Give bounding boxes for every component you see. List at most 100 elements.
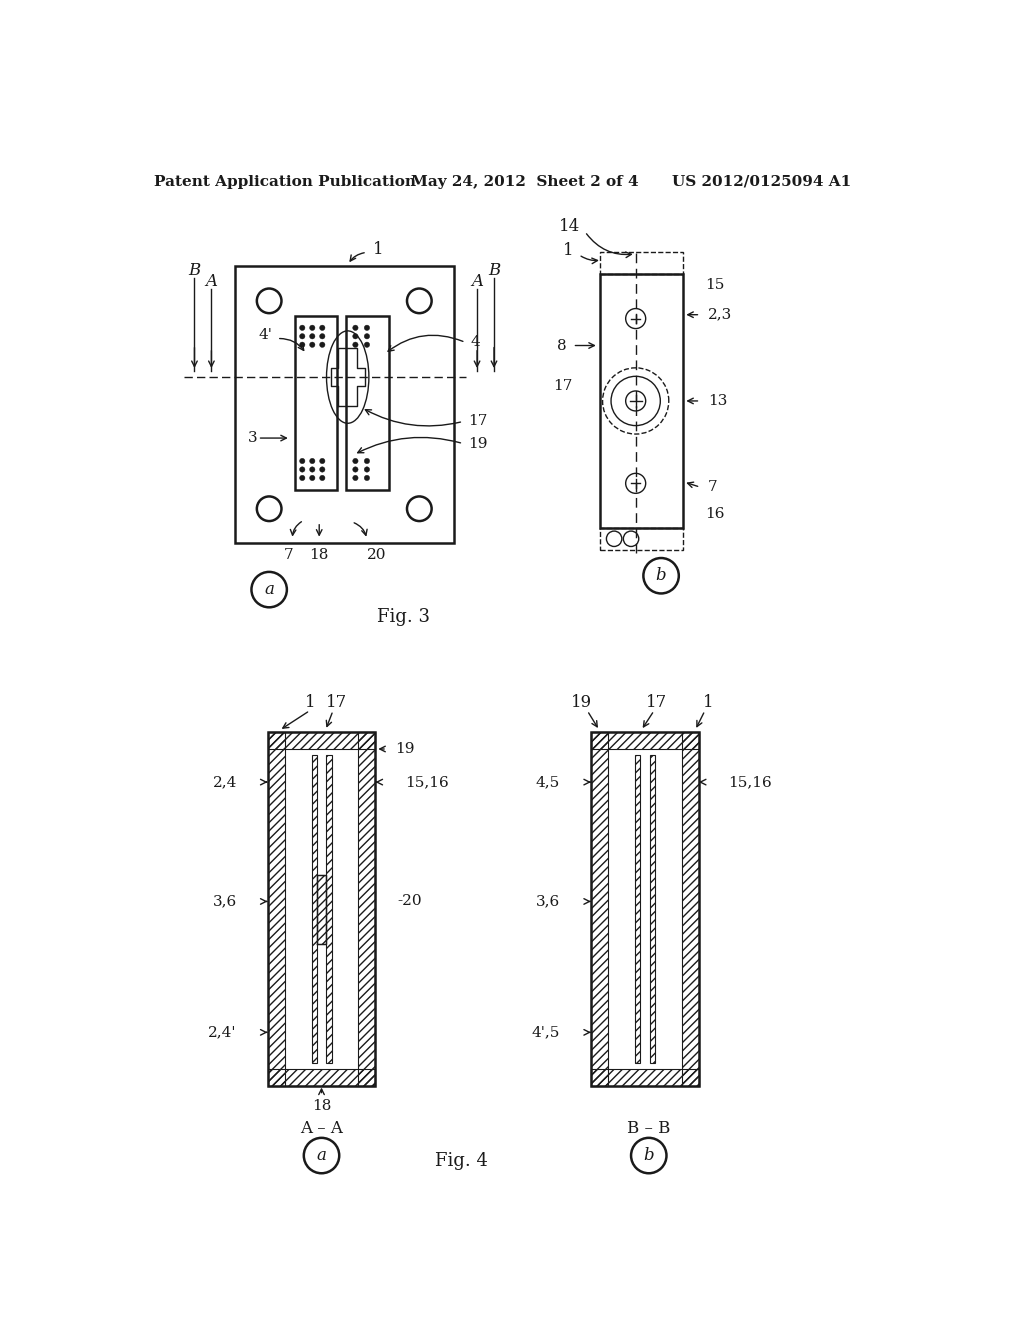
Circle shape	[309, 325, 315, 330]
Text: B – B: B – B	[627, 1121, 671, 1137]
Text: 14: 14	[559, 218, 580, 235]
Text: 4': 4'	[258, 327, 272, 342]
Text: A: A	[471, 273, 483, 290]
Text: B: B	[188, 261, 201, 279]
Bar	[267, 1069, 376, 1086]
Circle shape	[365, 475, 370, 480]
Bar	[635, 755, 640, 1063]
Text: 2,4': 2,4'	[208, 1026, 237, 1039]
Text: -20: -20	[397, 895, 422, 908]
Text: B: B	[487, 261, 500, 279]
Text: 3,6: 3,6	[213, 895, 237, 908]
Text: 17: 17	[554, 379, 573, 392]
Circle shape	[309, 342, 315, 347]
Circle shape	[352, 325, 358, 330]
Text: Patent Application Publication: Patent Application Publication	[154, 174, 416, 189]
Circle shape	[365, 458, 370, 463]
Bar	[682, 733, 698, 1086]
Circle shape	[352, 467, 358, 473]
Text: 3,6: 3,6	[536, 895, 560, 908]
Circle shape	[319, 467, 325, 473]
Text: 4: 4	[471, 335, 480, 350]
Circle shape	[319, 325, 325, 330]
Bar	[591, 733, 608, 1086]
Circle shape	[309, 334, 315, 339]
Circle shape	[365, 325, 370, 330]
Circle shape	[309, 458, 315, 463]
Text: 19: 19	[571, 694, 592, 711]
Circle shape	[300, 458, 305, 463]
Bar	[649, 755, 655, 1063]
Text: 4',5: 4',5	[531, 1026, 560, 1039]
Text: 4,5: 4,5	[536, 775, 560, 789]
Text: May 24, 2012  Sheet 2 of 4: May 24, 2012 Sheet 2 of 4	[411, 174, 639, 189]
Circle shape	[365, 334, 370, 339]
Text: b: b	[655, 568, 667, 585]
Text: 15,16: 15,16	[404, 775, 449, 789]
Text: 7: 7	[284, 548, 293, 562]
Bar	[234, 267, 454, 544]
Circle shape	[352, 458, 358, 463]
Circle shape	[365, 342, 370, 347]
Circle shape	[309, 475, 315, 480]
Text: A – A: A – A	[300, 1121, 343, 1137]
Bar	[316, 875, 326, 944]
Text: 7: 7	[708, 480, 718, 494]
Circle shape	[300, 475, 305, 480]
Text: Fig. 4: Fig. 4	[435, 1152, 488, 1170]
Bar	[600, 252, 683, 275]
Circle shape	[319, 458, 325, 463]
Bar	[600, 275, 683, 528]
Circle shape	[319, 334, 325, 339]
Text: 2,4: 2,4	[212, 775, 237, 789]
Bar	[311, 755, 316, 1063]
Bar	[267, 733, 376, 1086]
Bar	[358, 733, 376, 1086]
Text: Fig. 3: Fig. 3	[378, 607, 430, 626]
Bar	[267, 733, 376, 748]
Text: 15,16: 15,16	[728, 775, 772, 789]
Text: b: b	[643, 1147, 654, 1164]
Bar	[267, 733, 285, 1086]
Text: 1: 1	[562, 243, 573, 259]
Circle shape	[319, 475, 325, 480]
Text: US 2012/0125094 A1: US 2012/0125094 A1	[673, 174, 852, 189]
Circle shape	[352, 342, 358, 347]
Text: A: A	[206, 273, 217, 290]
Bar	[600, 528, 683, 549]
Text: 1: 1	[305, 694, 315, 711]
Bar	[591, 1069, 698, 1086]
Text: 3: 3	[249, 432, 258, 445]
Text: 8: 8	[557, 338, 566, 352]
Text: 17: 17	[468, 414, 487, 429]
Text: 17: 17	[646, 694, 667, 711]
Text: 18: 18	[309, 548, 329, 562]
Text: a: a	[264, 581, 274, 598]
Circle shape	[300, 342, 305, 347]
Text: 16: 16	[705, 507, 725, 521]
Circle shape	[300, 467, 305, 473]
Text: 18: 18	[312, 1098, 331, 1113]
Text: 15: 15	[705, 279, 724, 293]
Bar	[346, 317, 388, 490]
Text: a: a	[316, 1147, 327, 1164]
Circle shape	[319, 342, 325, 347]
Bar	[295, 317, 337, 490]
Bar	[591, 733, 698, 748]
Text: 19: 19	[394, 742, 414, 756]
Bar	[326, 755, 332, 1063]
Circle shape	[365, 467, 370, 473]
Text: 13: 13	[708, 393, 727, 408]
Text: 1: 1	[373, 240, 384, 257]
Circle shape	[300, 334, 305, 339]
Bar	[591, 733, 698, 1086]
Circle shape	[352, 334, 358, 339]
Text: 2,3: 2,3	[708, 308, 732, 322]
Circle shape	[352, 475, 358, 480]
Circle shape	[300, 325, 305, 330]
Text: 1: 1	[702, 694, 714, 711]
Text: 17: 17	[327, 694, 347, 711]
Circle shape	[309, 467, 315, 473]
Text: 20: 20	[368, 548, 387, 562]
Text: 19: 19	[468, 437, 487, 450]
